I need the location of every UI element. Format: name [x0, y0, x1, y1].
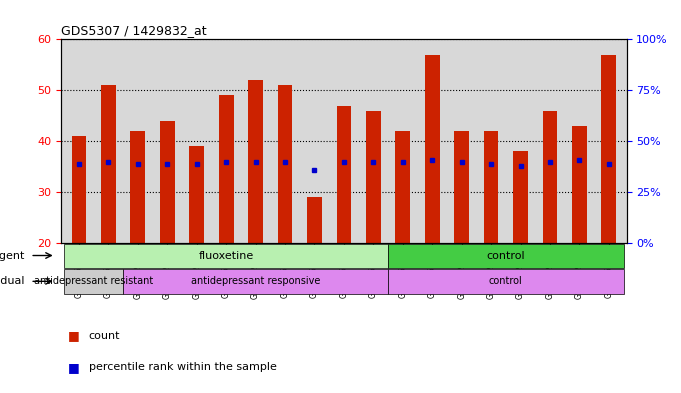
Text: individual: individual — [0, 276, 25, 286]
Bar — [388, 244, 624, 268]
Text: GDS5307 / 1429832_at: GDS5307 / 1429832_at — [61, 24, 207, 37]
Text: fluoxetine: fluoxetine — [199, 250, 254, 261]
Bar — [189, 146, 204, 243]
Bar — [249, 80, 263, 243]
Text: count: count — [89, 331, 120, 341]
Bar — [388, 270, 624, 294]
Bar — [513, 151, 528, 243]
Bar — [64, 270, 123, 294]
Bar — [219, 95, 234, 243]
Text: antidepressant resistant: antidepressant resistant — [34, 276, 153, 286]
Bar — [572, 126, 587, 243]
Bar — [307, 197, 322, 243]
Bar — [425, 55, 439, 243]
Text: control: control — [486, 250, 525, 261]
Bar — [336, 106, 351, 243]
Bar — [543, 111, 557, 243]
Bar — [396, 131, 410, 243]
Bar — [484, 131, 498, 243]
Bar — [601, 55, 616, 243]
Bar — [366, 111, 381, 243]
Bar — [131, 131, 145, 243]
Bar — [278, 85, 292, 243]
Bar — [160, 121, 174, 243]
Bar — [454, 131, 469, 243]
Bar — [101, 85, 116, 243]
Bar — [72, 136, 86, 243]
Bar — [123, 270, 388, 294]
Text: ■: ■ — [68, 361, 80, 374]
Text: control: control — [489, 276, 523, 286]
Bar — [64, 244, 388, 268]
Text: agent: agent — [0, 250, 25, 261]
Text: ■: ■ — [68, 329, 80, 343]
Text: antidepressant responsive: antidepressant responsive — [191, 276, 320, 286]
Text: percentile rank within the sample: percentile rank within the sample — [89, 362, 276, 373]
